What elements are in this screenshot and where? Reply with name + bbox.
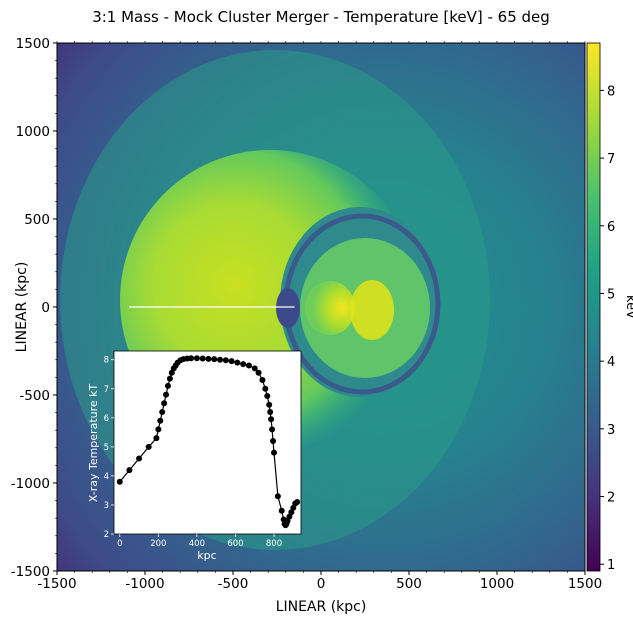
inset-data-point — [264, 393, 271, 400]
inset-data-point — [228, 358, 235, 365]
x-tick-label: -1500 — [37, 576, 76, 592]
inset-x-tick-label: 200 — [150, 539, 166, 549]
inset-data-point — [217, 356, 224, 363]
inset-data-point — [271, 449, 278, 456]
y-tick-label: 1000 — [16, 124, 50, 140]
inset-plot-area — [113, 350, 302, 535]
chart-title: 3:1 Mass - Mock Cluster Merger - Tempera… — [92, 8, 550, 26]
colorbar-tick-label: 8 — [607, 84, 615, 99]
inset-y-tick-label: 5 — [104, 443, 109, 453]
y-tick-label: -1500 — [11, 564, 50, 580]
inset-data-point — [251, 365, 258, 372]
inset-data-point — [157, 417, 164, 424]
x-tick-label: -1000 — [125, 576, 164, 592]
inset-data-point — [262, 385, 269, 392]
colorbar-tick-label: 7 — [607, 152, 615, 167]
inset-data-point — [155, 426, 162, 433]
inset-y-axis-label: X-ray Temperature kT — [87, 383, 100, 502]
colorbar-tick-label: 2 — [607, 491, 615, 506]
main-axes: -1500 -1000 -500 0 500 1000 1500-1500-1000-500… — [11, 36, 602, 592]
inset-data-point — [234, 359, 241, 366]
hot-spot — [350, 280, 394, 340]
y-axis-label: LINEAR (kpc) — [14, 262, 30, 353]
inset-data-point — [278, 507, 285, 514]
inset-data-point — [205, 355, 212, 362]
colorbar-scale — [586, 42, 601, 572]
x-tick-label: 1000 — [480, 576, 514, 592]
colorbar-tick-label: 3 — [607, 423, 615, 438]
cold-front — [276, 288, 300, 328]
inset-data-point — [259, 377, 266, 384]
x-axis-label: LINEAR (kpc) — [276, 599, 367, 615]
inset-data-point — [268, 416, 275, 423]
inset-data-point — [193, 355, 200, 362]
inset-data-point — [266, 401, 273, 408]
x-tick-label: 1500 — [568, 576, 602, 592]
inset-data-point — [269, 426, 276, 433]
inset-data-point — [199, 355, 206, 362]
colorbar-tick-label: 1 — [607, 558, 615, 573]
inset-data-point — [245, 362, 252, 369]
inset-y-tick-label: 7 — [104, 385, 109, 395]
inset-data-point — [267, 409, 274, 415]
colorbar-tick-label: 6 — [607, 220, 615, 235]
y-tick-label: -1000 — [11, 476, 50, 492]
hot-core — [305, 281, 355, 335]
inset-data-point — [153, 435, 160, 442]
inset-y-tick-label: 2 — [104, 530, 109, 540]
inset-x-tick-label: 0 — [117, 539, 122, 549]
inset-data-point — [166, 375, 173, 382]
inset-data-point — [126, 467, 133, 474]
inset-data-point — [274, 493, 281, 500]
inset-data-point — [145, 443, 152, 450]
colorbar-label: keV — [623, 295, 633, 319]
inset-x-axis-label: kpc — [197, 549, 216, 562]
inset-x-tick-label: 800 — [266, 539, 282, 549]
inset-data-point — [161, 400, 168, 407]
inset-y-tick-label: 3 — [104, 501, 109, 511]
inset-data-point — [270, 438, 277, 445]
inset-data-point — [294, 499, 301, 506]
inset-data-point — [159, 409, 166, 415]
y-tick-label: -500 — [19, 388, 50, 404]
colorbar: 1 2 3 4 5 6 7 8 — [586, 42, 615, 573]
x-tick-label: 500 — [396, 576, 422, 592]
inset-data-point — [163, 391, 170, 398]
inset-data-point — [240, 361, 247, 368]
inset-x-tick-label: 400 — [189, 539, 205, 549]
inset-profile-chart: 0 200 400 600 800 2 3 4 5 6 7 8 — [104, 350, 302, 549]
colorbar-tick-label: 4 — [607, 355, 615, 370]
inset-data-point — [211, 356, 218, 363]
y-tick-label: 500 — [24, 212, 50, 228]
colorbar-tick-label: 5 — [607, 287, 615, 302]
inset-y-tick-label: 8 — [104, 356, 109, 366]
x-tick-label: 0 — [317, 576, 326, 592]
inset-y-tick-label: 4 — [104, 472, 109, 482]
inset-data-point — [164, 382, 171, 389]
inset-data-point — [136, 455, 143, 462]
y-tick-label: 1500 — [16, 36, 50, 52]
inset-x-tick-label: 600 — [227, 539, 243, 549]
inset-data-point — [255, 369, 262, 376]
inset-data-point — [222, 357, 229, 364]
x-tick-label: -500 — [218, 576, 249, 592]
y-tick-label: 0 — [41, 300, 50, 316]
inset-y-tick-label: 6 — [104, 414, 109, 424]
inset-data-point — [116, 478, 123, 485]
inset-data-point — [188, 355, 195, 362]
